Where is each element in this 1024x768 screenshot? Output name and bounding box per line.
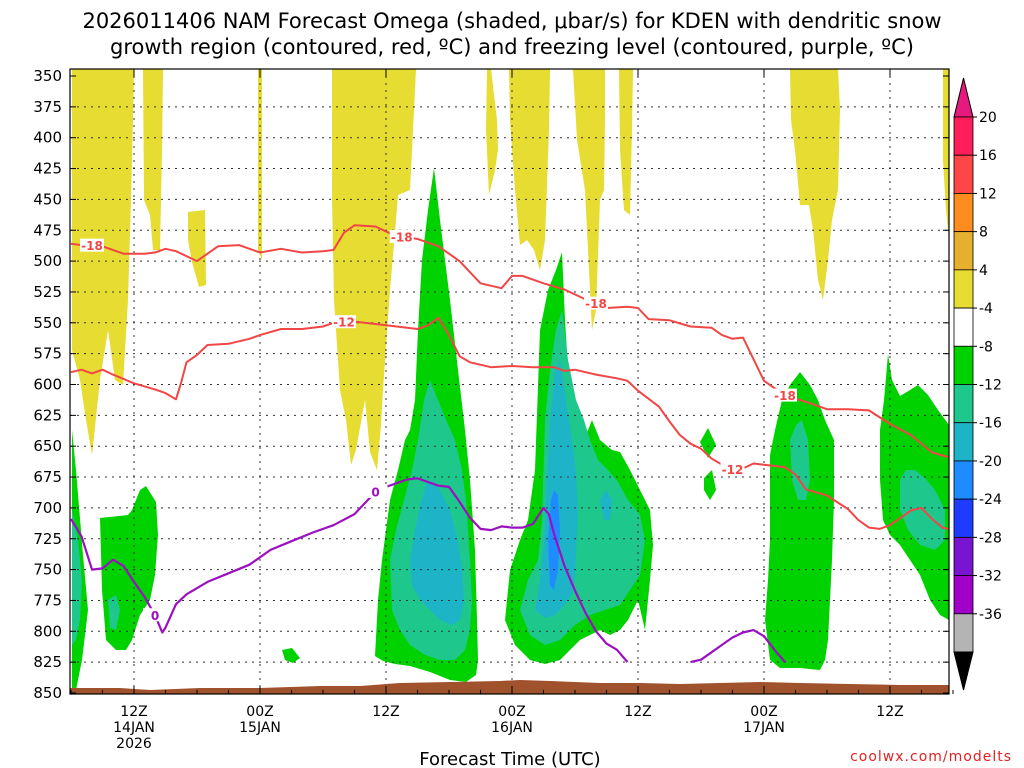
contour-label: -12 (333, 316, 355, 330)
frz-contour-line (690, 629, 786, 664)
colorbar-segment (953, 422, 974, 462)
y-tick-label: 475 (33, 221, 62, 239)
colorbar-segment (953, 384, 974, 424)
contour-label: 0 (151, 609, 159, 623)
colorbar-tick-label: -12 (979, 378, 1002, 394)
colorbar-tick-label: 16 (979, 148, 997, 164)
x-tick-label: 2026 (116, 736, 152, 752)
x-tick-label: 16JAN (491, 720, 533, 736)
y-tick-label: 650 (33, 437, 62, 455)
y-axis: 350 375 400 425 450 475 500 525 550 575 600 625 650 6… (33, 67, 949, 702)
contour-label-bg (363, 484, 388, 498)
contour-label: -18 (391, 231, 413, 245)
contour-label: -18 (585, 297, 607, 311)
plot-frame (69, 68, 950, 695)
colorbar-bottom-arrow (953, 651, 974, 691)
y-tick-label: 350 (33, 67, 62, 85)
x-tick-label: 00Z (498, 704, 525, 720)
y-tick-label: 550 (33, 314, 62, 332)
contour-label-bg (389, 230, 414, 244)
colorbar-tick-label: -20 (979, 454, 1002, 470)
y-tick-label: 625 (33, 406, 62, 424)
colorbar-tick-label: 20 (979, 110, 997, 126)
contour-label-bg (332, 315, 356, 329)
colorbar-segment (953, 345, 974, 385)
y-tick-label: 675 (33, 468, 62, 486)
freezing-level-contours: 00 (70, 477, 786, 664)
colorbar-segment (953, 575, 974, 615)
dgz-contour-line (70, 224, 949, 459)
colorbar-tick-label: -28 (979, 530, 1002, 546)
contour-label-bg (143, 608, 167, 622)
y-tick-label: 825 (33, 653, 62, 671)
colorbar: 20 16 12 8 4 -4 -8 -12 -16 -20 -24 -28 -32 -36 (953, 77, 1002, 691)
omega-sink-stronger-shading (548, 490, 560, 590)
x-tick-label: 12Z (372, 704, 399, 720)
colorbar-segment (953, 193, 974, 233)
colorbar-segment (953, 154, 974, 194)
colorbar-segment (953, 269, 974, 309)
y-tick-label: 425 (33, 160, 62, 178)
x-tick-label: 12Z (876, 704, 903, 720)
chart-title-line-2: growth region (contoured, red, ºC) and f… (110, 35, 914, 59)
colorbar-tick-label: -36 (979, 607, 1002, 623)
contour-label: -18 (774, 389, 796, 403)
contour-label-bg (720, 462, 745, 476)
omega-sink-strong-shading (410, 360, 612, 625)
chart-title-line-1: 2026011406 NAM Forecast Omega (shaded, μ… (82, 9, 941, 33)
y-tick-label: 800 (33, 622, 62, 640)
colorbar-tick-label: 8 (979, 225, 988, 241)
colorbar-segment (953, 460, 974, 500)
x-axis-label: Forecast Time (UTC) (419, 749, 600, 768)
colorbar-segment (953, 116, 974, 156)
credit-text: coolwx.com/modelts (850, 749, 1012, 765)
y-tick-label: 750 (33, 561, 62, 579)
contour-label-bg (584, 296, 608, 310)
x-tick-label: 00Z (750, 704, 777, 720)
x-tick-label: 15JAN (239, 720, 281, 736)
y-tick-label: 575 (33, 345, 62, 363)
y-tick-label: 600 (33, 376, 62, 394)
y-tick-label: 700 (33, 499, 62, 517)
contour-label: -18 (81, 239, 103, 253)
x-tick-label: 12Z (120, 704, 147, 720)
ground-surface (70, 680, 949, 694)
contour-label-bg (80, 238, 104, 252)
colorbar-tick-label: -16 (979, 416, 1002, 432)
colorbar-tick-label: 12 (979, 186, 997, 202)
colorbar-segment (953, 231, 974, 271)
contour-label: -12 (722, 463, 744, 477)
colorbar-top-arrow (953, 77, 974, 118)
x-tick-label: 12Z (624, 704, 651, 720)
y-tick-label: 775 (33, 591, 62, 609)
y-tick-label: 375 (33, 98, 62, 116)
colorbar-segment (953, 536, 974, 576)
x-tick-label: 00Z (246, 704, 273, 720)
colorbar-tick-label: -24 (979, 492, 1002, 508)
y-tick-label: 525 (33, 283, 62, 301)
dgz-contour-line (70, 316, 949, 531)
colorbar-tick-label: -32 (979, 569, 1002, 585)
colorbar-segment (953, 613, 974, 653)
y-tick-label: 450 (33, 190, 62, 208)
y-tick-label: 400 (33, 129, 62, 147)
contour-label: 0 (371, 485, 379, 499)
y-tick-label: 850 (33, 684, 62, 702)
y-tick-label: 500 (33, 252, 62, 270)
x-tick-label: 17JAN (743, 720, 785, 736)
dendritic-growth-contours: -18 -18 -18 -18 -12 -12 (70, 224, 949, 531)
colorbar-tick-label: -8 (979, 339, 993, 355)
y-tick-label: 725 (33, 530, 62, 548)
x-tick-label: 14JAN (113, 720, 155, 736)
colorbar-tick-label: -4 (979, 301, 993, 317)
contour-label-bg (773, 388, 797, 402)
colorbar-segment (953, 307, 974, 347)
colorbar-segment (953, 498, 974, 538)
colorbar-tick-label: 4 (979, 263, 988, 279)
